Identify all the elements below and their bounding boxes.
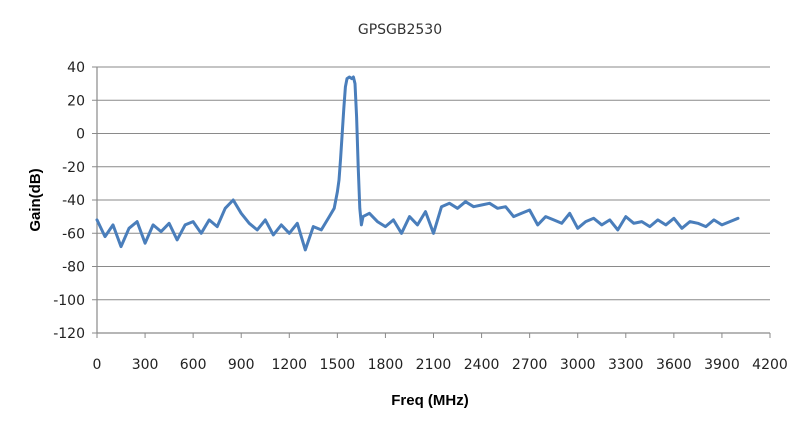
x-tick-label: 1800 xyxy=(368,357,404,373)
y-tick-label: 20 xyxy=(67,93,85,109)
series-line xyxy=(95,75,740,252)
x-tick-label: 3300 xyxy=(608,357,644,373)
x-tick-label: 900 xyxy=(228,357,255,373)
y-tick-label: -80 xyxy=(62,260,85,276)
axis-layer: 40 20 0 -20 -40 -60 -80 -100 -120 0 300 600 900 1200 1… xyxy=(53,60,788,373)
y-tick-label: 40 xyxy=(67,60,85,76)
y-axis-title: Gain(dB) xyxy=(27,168,44,231)
x-tick-label: 600 xyxy=(180,357,207,373)
y-tick-label: -40 xyxy=(62,193,85,209)
x-tick-label: 3600 xyxy=(656,357,692,373)
x-tick-label: 0 xyxy=(93,357,102,373)
x-tick-label: 3000 xyxy=(560,357,596,373)
x-tick-label: 1500 xyxy=(320,357,356,373)
x-tick-label: 2400 xyxy=(464,357,500,373)
chart-title: GPSGB2530 xyxy=(358,22,442,38)
x-tick-label: 4200 xyxy=(752,357,788,373)
y-tick-label: -120 xyxy=(53,326,85,342)
x-tick-label: 3900 xyxy=(704,357,740,373)
x-axis-title: Freq (MHz) xyxy=(391,392,469,409)
y-tick-label: -100 xyxy=(53,293,85,309)
x-tick-label: 1200 xyxy=(271,357,307,373)
x-tick-label: 2700 xyxy=(512,357,548,373)
y-tick-label: -60 xyxy=(62,226,85,242)
x-tick-label: 300 xyxy=(132,357,159,373)
grid-layer xyxy=(97,66,770,301)
y-tick-label: -20 xyxy=(62,160,85,176)
series-layer xyxy=(95,75,740,252)
x-tick-label: 2100 xyxy=(416,357,452,373)
y-tick-label: 0 xyxy=(76,127,85,143)
